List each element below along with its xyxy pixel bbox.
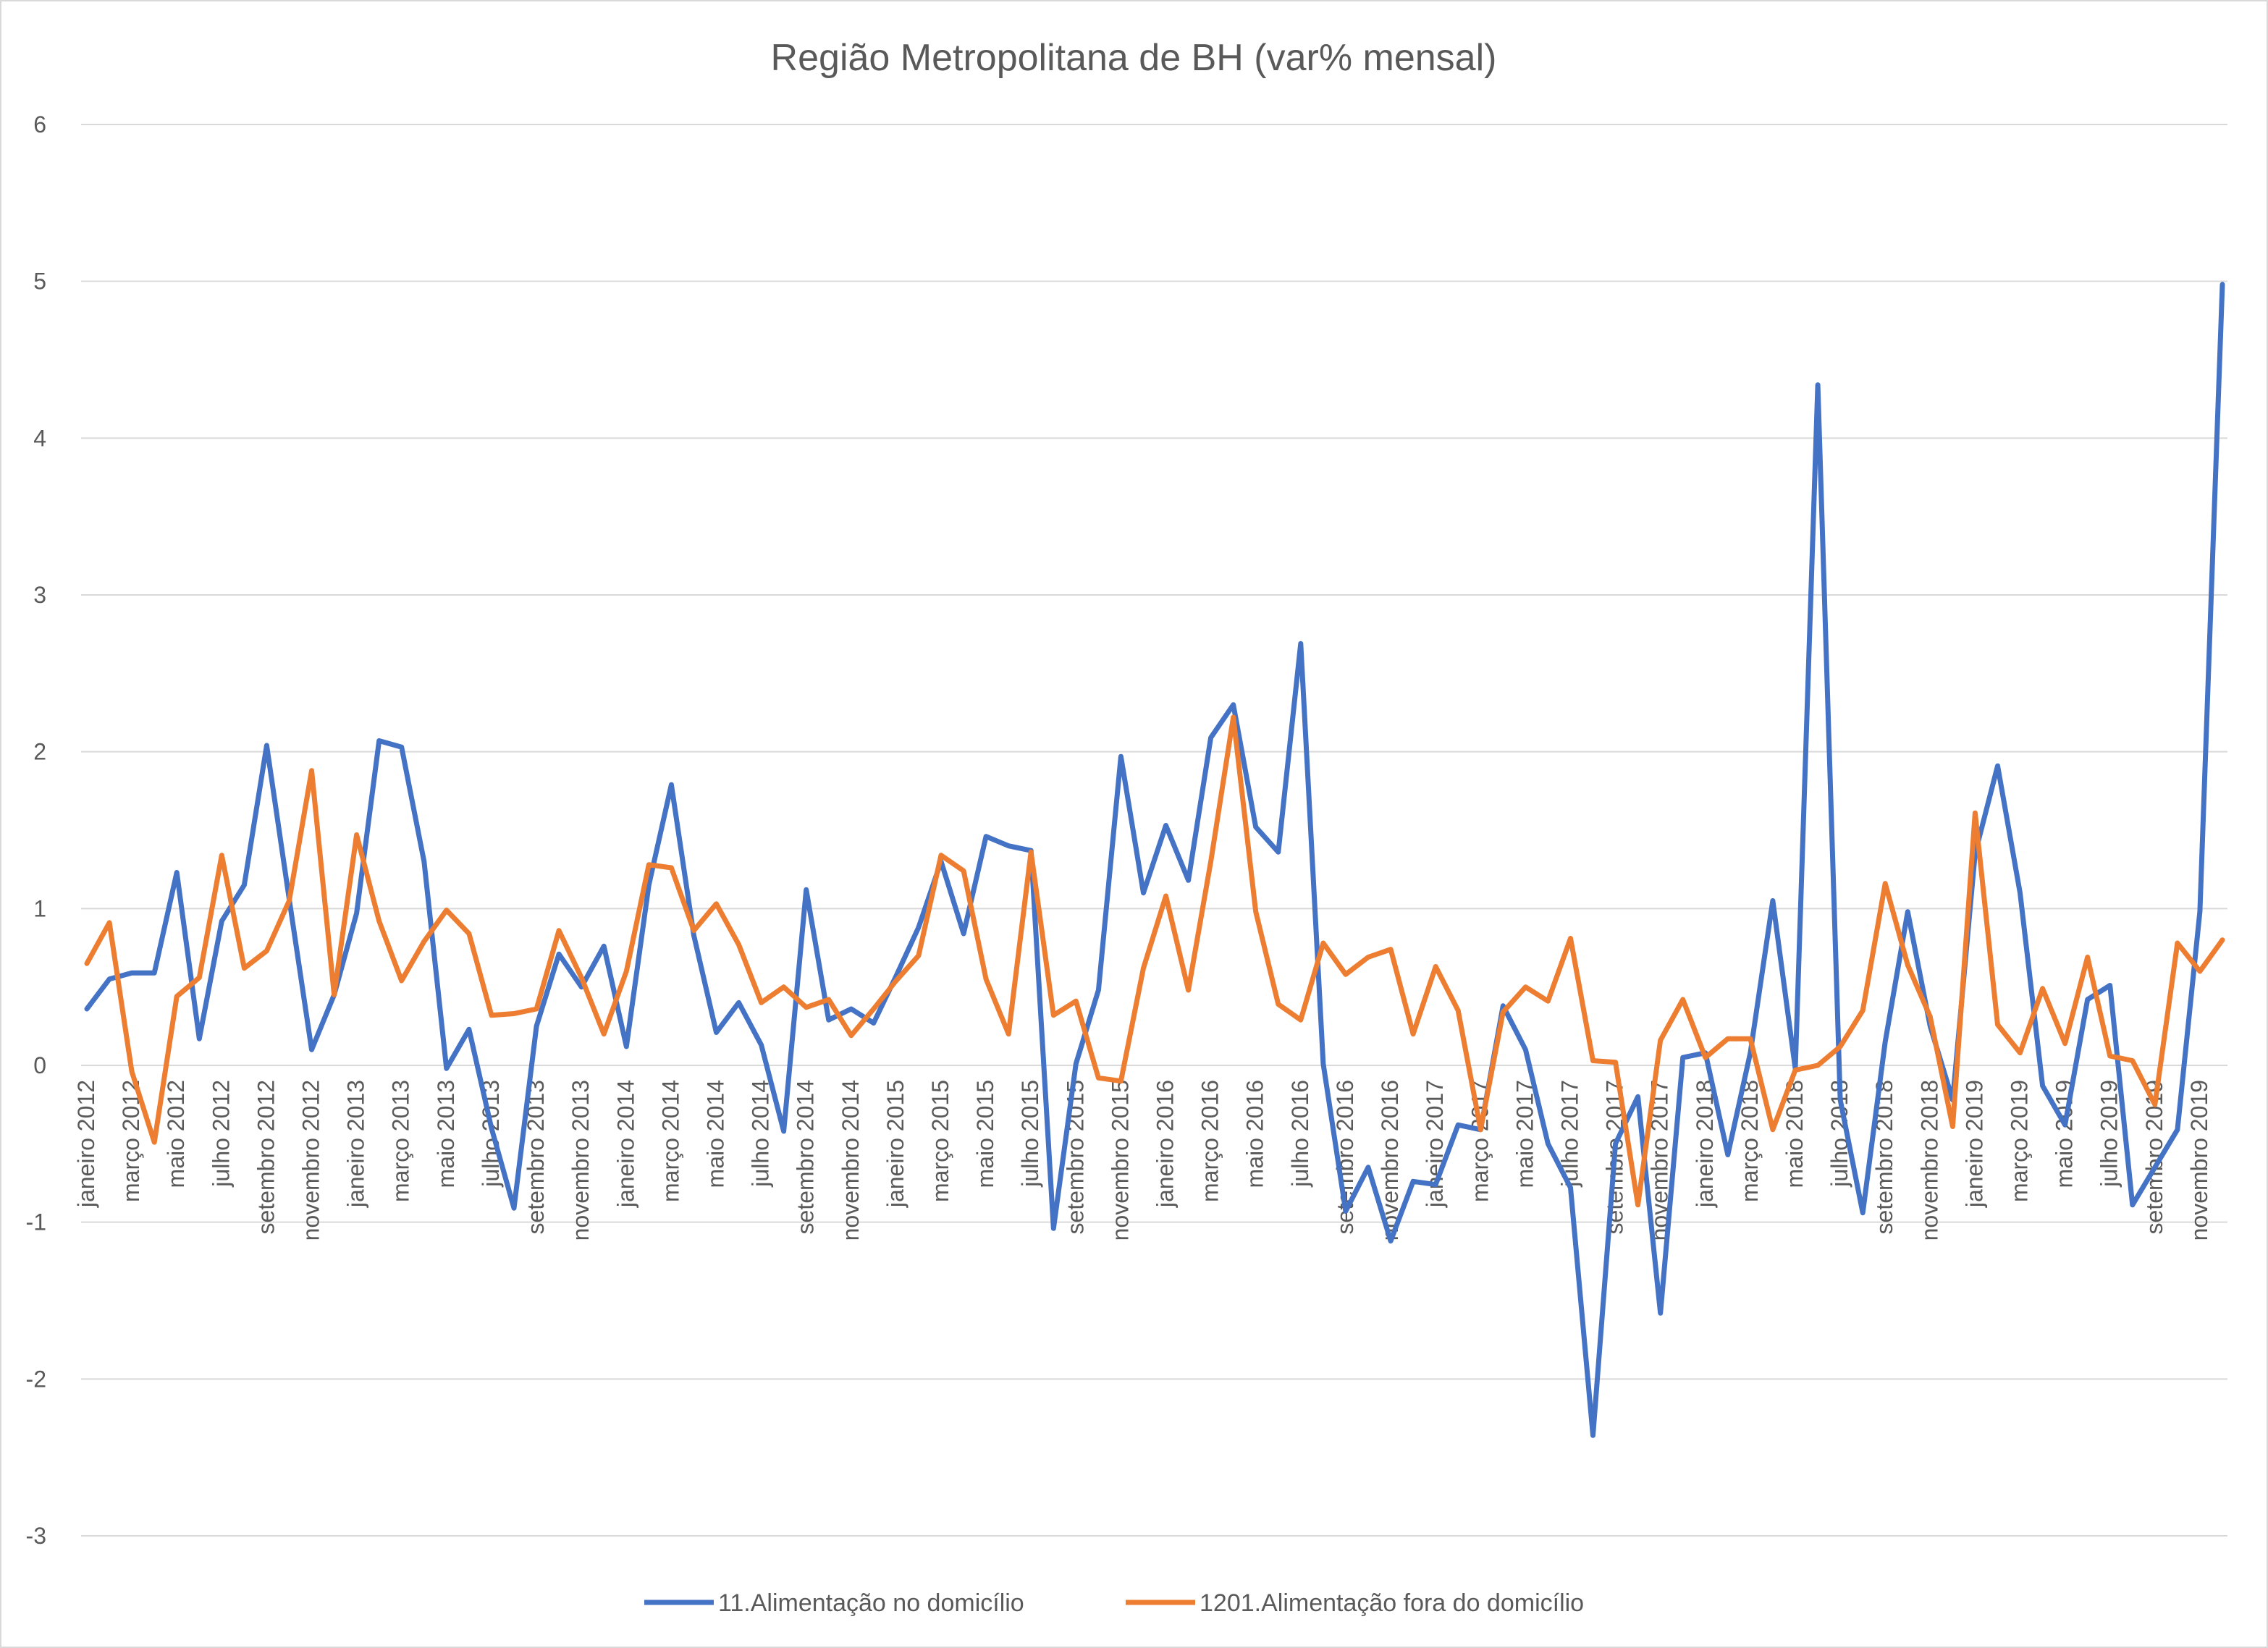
- x-tick-label: julho 2014: [748, 1080, 774, 1188]
- x-tick-label: novembro 2012: [298, 1080, 324, 1241]
- x-tick-label: novembro 2013: [568, 1080, 594, 1241]
- x-tick-label: setembro 2015: [1062, 1080, 1088, 1234]
- x-tick-label: maio 2014: [702, 1080, 728, 1188]
- x-tick-label: setembro 2014: [793, 1080, 819, 1234]
- x-tick-label: janeiro 2018: [1692, 1080, 1718, 1208]
- x-tick-label: novembro 2019: [2186, 1080, 2212, 1241]
- series-line-2: [84, 714, 2225, 1208]
- gridlines: [81, 124, 2227, 1537]
- x-tick-label: janeiro 2016: [1152, 1080, 1179, 1208]
- legend: 11.Alimentação no domicílio 1201.Alimenta…: [644, 1589, 1584, 1617]
- x-tick-label: maio 2016: [1242, 1080, 1268, 1188]
- x-tick-label: maio 2019: [2052, 1080, 2078, 1188]
- x-tick-label: maio 2013: [433, 1080, 459, 1188]
- x-axis-ticks: janeiro 2012 março 2012 maio 2012 julho 201…: [73, 1080, 2212, 1241]
- y-tick-label: -2: [26, 1366, 46, 1392]
- x-tick-label: janeiro 2014: [612, 1080, 638, 1208]
- y-tick-label: 4: [33, 425, 46, 451]
- x-tick-label: março 2014: [657, 1080, 683, 1202]
- chart-title: Região Metropolitana de BH (var% mensal): [771, 37, 1497, 79]
- x-tick-label: março 2013: [388, 1080, 414, 1202]
- y-tick-label: 0: [33, 1052, 46, 1078]
- y-tick-label: 1: [33, 895, 46, 921]
- x-tick-label: julho 2016: [1287, 1080, 1313, 1188]
- y-tick-label: 3: [33, 582, 46, 608]
- y-tick-label: 2: [33, 739, 46, 765]
- x-tick-label: novembro 2014: [838, 1080, 864, 1241]
- y-axis-ticks: -3 -2 -1 0 1 2 3 4 5 6: [26, 111, 46, 1549]
- x-tick-label: janeiro 2013: [343, 1080, 369, 1208]
- x-tick-label: janeiro 2012: [73, 1080, 99, 1208]
- y-tick-label: -3: [26, 1523, 46, 1549]
- legend-label-1: 11.Alimentação no domicílio: [718, 1589, 1024, 1617]
- x-tick-label: julho 2012: [208, 1080, 234, 1188]
- x-tick-label: julho 2015: [1017, 1080, 1043, 1188]
- x-tick-label: janeiro 2015: [882, 1080, 909, 1208]
- x-tick-label: novembro 2018: [1916, 1080, 1942, 1241]
- x-tick-label: maio 2017: [1512, 1080, 1538, 1188]
- x-tick-label: maio 2015: [972, 1080, 998, 1188]
- x-tick-label: janeiro 2019: [1961, 1080, 1987, 1208]
- x-tick-label: março 2015: [927, 1080, 953, 1202]
- x-tick-label: setembro 2012: [253, 1080, 279, 1234]
- y-tick-label: 5: [33, 269, 46, 295]
- x-tick-label: novembro 2015: [1107, 1080, 1133, 1241]
- legend-label-2: 1201.Alimentação fora do domicílio: [1200, 1589, 1584, 1617]
- series-lines: [84, 282, 2225, 1438]
- x-tick-label: julho 2019: [2096, 1080, 2122, 1188]
- x-tick-label: março 2019: [2007, 1080, 2033, 1202]
- x-tick-label: janeiro 2017: [1422, 1080, 1448, 1208]
- series-line-1: [84, 282, 2225, 1438]
- x-tick-label: março 2016: [1197, 1080, 1223, 1202]
- y-tick-label: -1: [26, 1209, 46, 1235]
- y-tick-label: 6: [33, 111, 46, 138]
- x-tick-label: maio 2012: [163, 1080, 189, 1188]
